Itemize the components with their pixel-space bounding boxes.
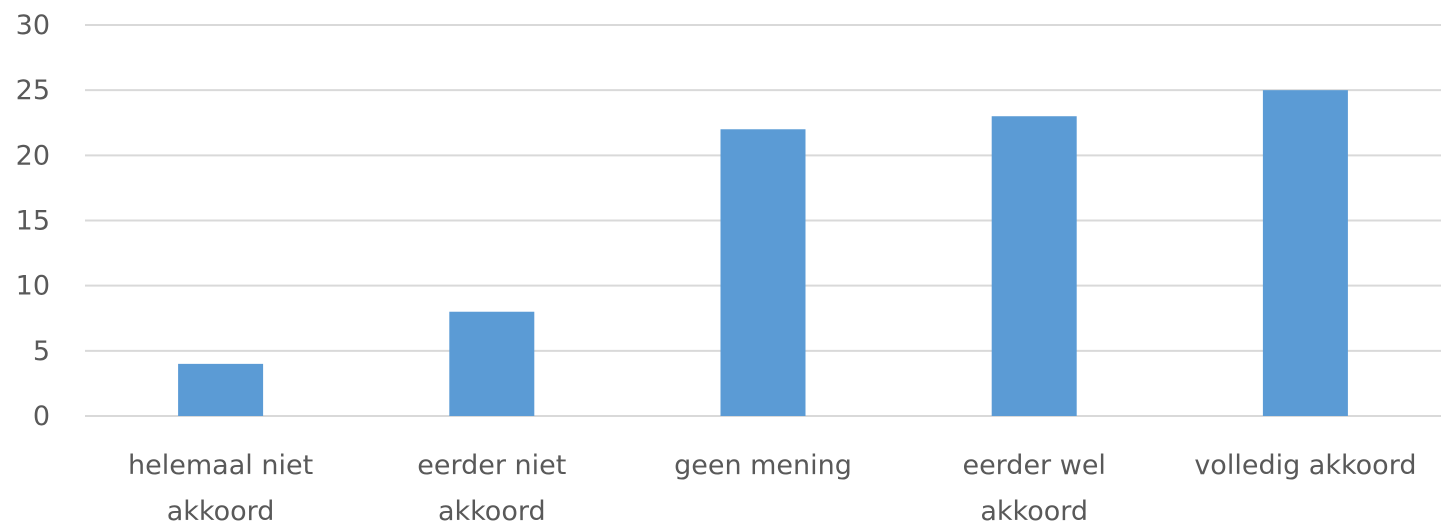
y-tick-label: 5 bbox=[33, 336, 50, 367]
x-axis-tick-labels: helemaal niet akkoord eerder niet akkoord ge… bbox=[128, 450, 1416, 525]
x-tick-label-line: akkoord bbox=[167, 496, 275, 525]
bar-2 bbox=[449, 311, 535, 416]
x-tick-label: volledig akkoord bbox=[1194, 450, 1416, 481]
x-tick-label: geen mening bbox=[674, 450, 852, 481]
x-tick-label-line: geen mening bbox=[674, 450, 852, 481]
x-tick-label-line: volledig akkoord bbox=[1194, 450, 1416, 481]
x-tick-label-line: eerder wel bbox=[962, 450, 1105, 481]
x-tick-label-line: akkoord bbox=[980, 496, 1088, 525]
y-tick-label: 15 bbox=[16, 206, 50, 237]
bars bbox=[178, 90, 1348, 417]
x-tick-label-line: helemaal niet bbox=[128, 450, 313, 481]
y-tick-label: 30 bbox=[16, 10, 50, 41]
x-tick-label-line: akkoord bbox=[438, 496, 546, 525]
bar-4 bbox=[991, 116, 1077, 416]
y-axis-tick-labels: 0 5 10 15 20 25 30 bbox=[16, 10, 50, 432]
x-tick-label: eerder niet akkoord bbox=[417, 450, 566, 525]
x-tick-label-line: eerder niet bbox=[417, 450, 566, 481]
y-tick-label: 0 bbox=[33, 401, 50, 432]
bar-3 bbox=[720, 129, 806, 416]
bar-1 bbox=[178, 363, 264, 416]
x-tick-label: eerder wel akkoord bbox=[962, 450, 1105, 525]
x-tick-label: helemaal niet akkoord bbox=[128, 450, 313, 525]
y-tick-label: 20 bbox=[16, 140, 50, 171]
bar-5 bbox=[1262, 90, 1348, 417]
y-tick-label: 10 bbox=[16, 271, 50, 302]
y-tick-label: 25 bbox=[16, 75, 50, 106]
